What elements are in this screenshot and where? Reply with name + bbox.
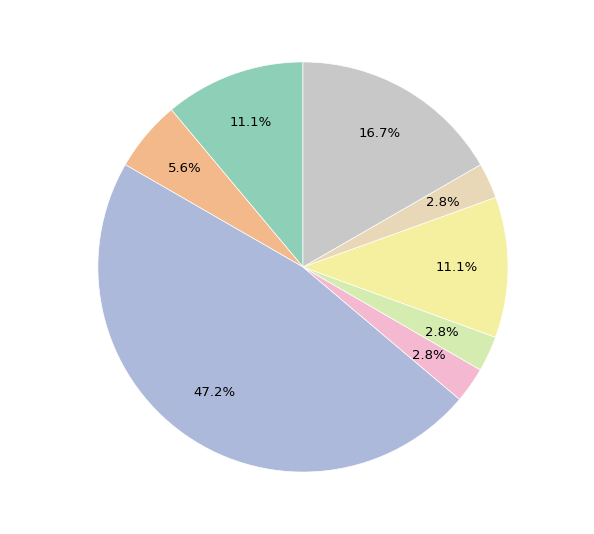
Text: 2.8%: 2.8% [426,196,459,209]
Wedge shape [303,267,481,399]
Text: 2.8%: 2.8% [425,326,459,339]
Text: 11.1%: 11.1% [435,261,478,274]
Wedge shape [303,62,481,267]
Text: 5.6%: 5.6% [168,162,202,175]
Wedge shape [303,164,496,267]
Wedge shape [125,109,303,267]
Text: 16.7%: 16.7% [359,127,401,140]
Wedge shape [303,197,508,337]
Wedge shape [98,164,460,472]
Wedge shape [171,62,303,267]
Wedge shape [303,267,495,370]
Text: 11.1%: 11.1% [229,116,271,129]
Text: 2.8%: 2.8% [412,349,446,362]
Text: 47.2%: 47.2% [194,387,236,399]
